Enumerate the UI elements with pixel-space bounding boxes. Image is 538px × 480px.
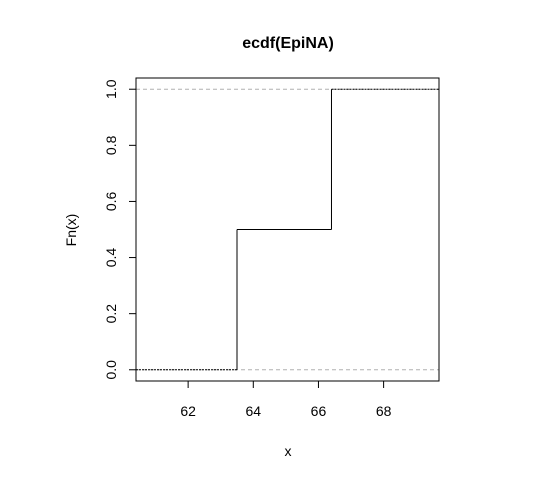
y-axis-label: Fn(x) (63, 214, 79, 247)
x-axis: 62 64 66 68 (180, 380, 392, 419)
y-tick-label-1: 0.2 (103, 304, 119, 324)
y-tick-label-5: 1.0 (103, 79, 119, 99)
y-tick-label-2: 0.4 (103, 248, 119, 268)
y-tick-label-3: 0.6 (103, 192, 119, 212)
x-tick-label-3: 68 (376, 403, 392, 419)
x-tick-label-2: 66 (311, 403, 327, 419)
chart-title: ecdf(EpiNA) (242, 35, 334, 52)
y-axis: 0.0 0.2 0.4 0.6 0.8 1.0 (103, 79, 137, 380)
x-tick-label-1: 64 (246, 403, 262, 419)
ecdf-step-line (136, 88, 439, 371)
x-tick-label-0: 62 (180, 403, 196, 419)
y-tick-label-0: 0.0 (103, 360, 119, 380)
y-tick-label-4: 0.8 (103, 135, 119, 155)
x-axis-label: x (285, 443, 292, 459)
